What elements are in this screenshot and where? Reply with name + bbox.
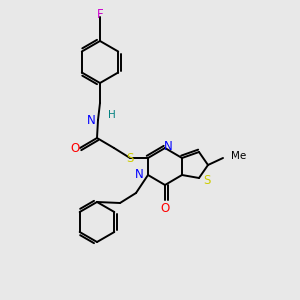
Text: N: N — [87, 113, 96, 127]
Text: F: F — [97, 8, 103, 22]
Text: O: O — [160, 202, 169, 214]
Text: Me: Me — [231, 151, 246, 161]
Text: S: S — [203, 173, 210, 187]
Text: H: H — [108, 110, 116, 120]
Text: O: O — [70, 142, 80, 154]
Text: N: N — [135, 169, 144, 182]
Text: N: N — [164, 140, 172, 154]
Text: S: S — [126, 152, 134, 164]
